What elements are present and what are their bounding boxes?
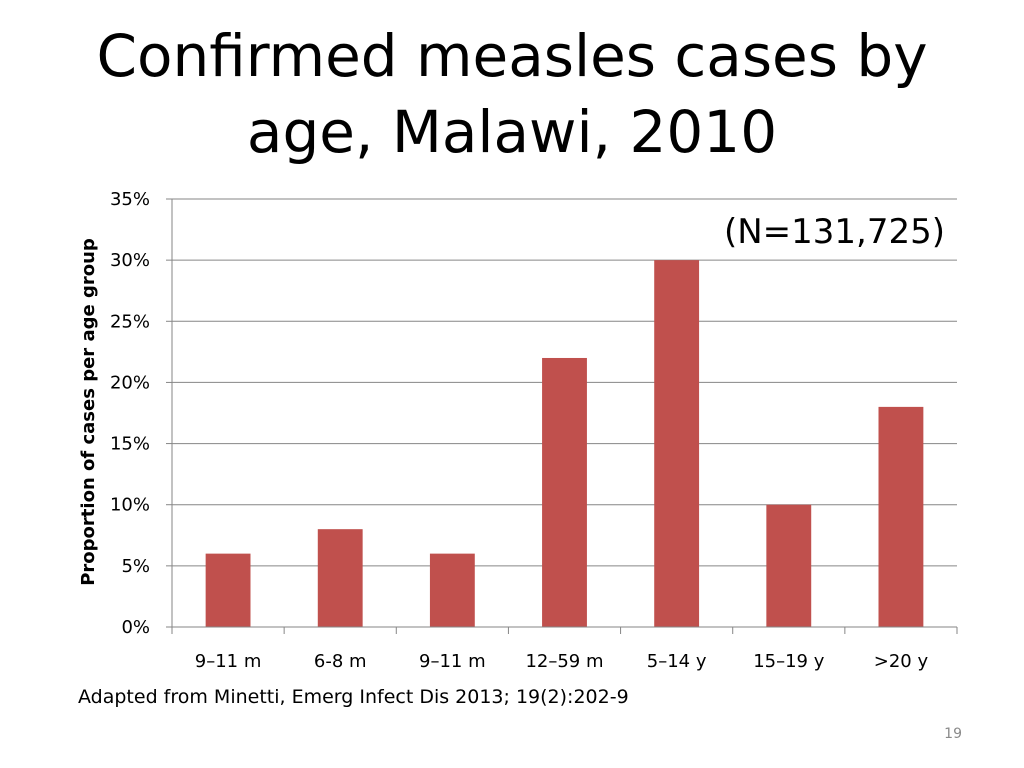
source-note: Adapted from Minetti, Emerg Infect Dis 2… (78, 686, 629, 708)
sample-size-annotation: (N=131,725) (724, 212, 945, 252)
y-tick-label: 25% (110, 311, 150, 332)
slide-title-line-2: age, Malawi, 2010 (246, 98, 778, 166)
y-tick-label: 5% (121, 556, 150, 577)
y-tick-label: 20% (110, 372, 150, 393)
bar (429, 553, 475, 627)
x-category-label: 9–11 m (419, 651, 486, 672)
bar (542, 357, 587, 627)
x-category-label: 9–11 m (195, 651, 262, 672)
x-category-label: >20 y (874, 651, 929, 672)
x-category-label: 6-8 m (314, 651, 367, 672)
y-tick-label: 10% (110, 495, 150, 516)
bar (317, 529, 363, 627)
x-category-label: 15–19 y (753, 651, 825, 672)
bar (766, 504, 812, 627)
y-axis-title: Proportion of cases per age group (78, 238, 99, 586)
axes (166, 198, 958, 634)
bar (878, 406, 924, 627)
page-number: 19 (944, 726, 962, 742)
slide-title-line-1: Confirmed measles cases by (96, 22, 928, 90)
x-category-label: 12–59 m (525, 651, 603, 672)
y-tick-label: 0% (121, 617, 150, 638)
y-tick-label: 15% (110, 434, 150, 455)
slide-title: Confirmed measles cases by age, Malawi, … (0, 18, 1024, 170)
tick-labels: 0% 5% 10% 15% 20% 25% 30% 35% 9–11 m 6-8 m 9–11 m 1… (110, 189, 928, 672)
x-category-label: 5–14 y (647, 651, 707, 672)
y-tick-label: 35% (110, 189, 150, 210)
bars (205, 260, 924, 627)
bar (654, 260, 700, 627)
bar (205, 553, 251, 627)
y-tick-label: 30% (110, 250, 150, 271)
